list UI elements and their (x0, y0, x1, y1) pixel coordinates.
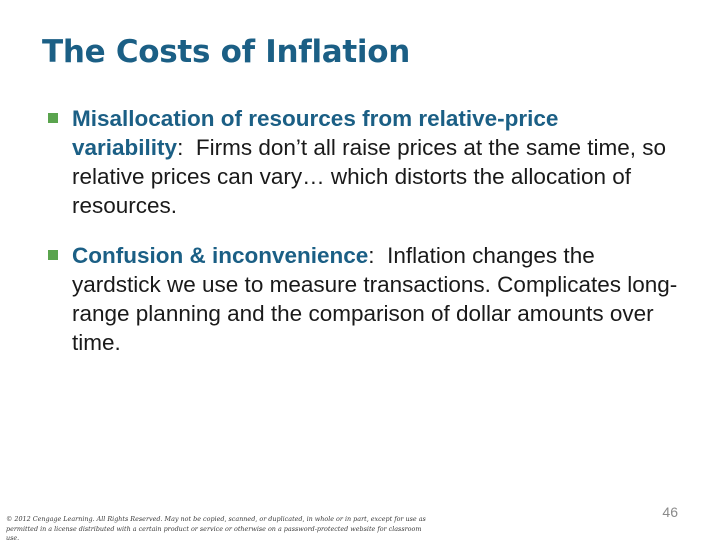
bullet-colon: : (368, 243, 375, 268)
bullet-term: Misallocation of resources from relative… (72, 106, 559, 131)
page-number: 46 (662, 504, 678, 520)
bullet-term: Confusion & inconvenience (72, 243, 369, 268)
bullet-misallocation: Misallocation of resources from relative… (48, 104, 688, 220)
square-bullet-icon (48, 250, 58, 260)
slide-title: The Costs of Inflation (42, 34, 411, 70)
copyright-notice: © 2012 Cengage Learning. All Rights Rese… (6, 515, 426, 540)
bullet-text: Inflation changes the yardstick we use t… (72, 243, 678, 355)
bullet-confusion: Confusion & inconvenience: Inflation cha… (48, 241, 688, 357)
bullet-term-continued: variability (72, 135, 178, 160)
square-bullet-icon (48, 113, 58, 123)
bullet-text: Firms don’t all raise prices at the same… (72, 135, 667, 218)
bullet-colon: : (177, 135, 184, 160)
bullet-list: Misallocation of resources from relative… (48, 104, 688, 378)
